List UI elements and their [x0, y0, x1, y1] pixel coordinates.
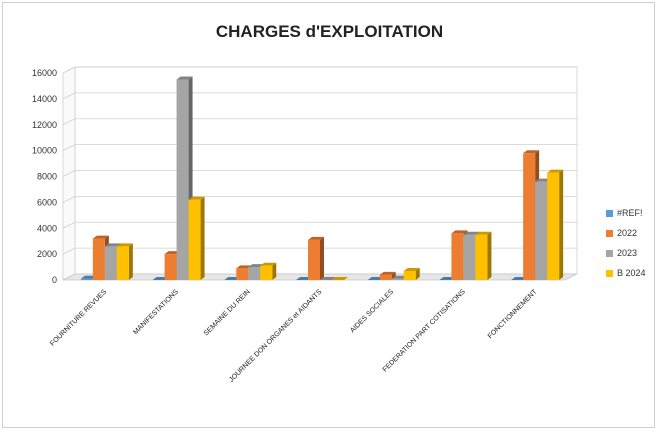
legend-item: 2023	[606, 243, 646, 263]
legend-item: #REF!	[606, 203, 646, 223]
bar	[308, 239, 320, 280]
legend-label: 2022	[617, 228, 638, 238]
category-label: FEDERATION PART COTISATIONS	[382, 288, 467, 373]
bar	[116, 246, 129, 280]
y-tick-label: 12000	[32, 120, 57, 130]
legend-swatch	[606, 209, 613, 217]
y-tick-label: 0	[52, 275, 57, 285]
bar-side	[128, 243, 133, 280]
bar	[535, 181, 548, 280]
bar-top	[104, 243, 121, 247]
bar-top	[176, 76, 193, 80]
bar	[104, 246, 117, 280]
bar-top	[463, 231, 480, 235]
y-tick-label: 10000	[32, 146, 57, 156]
gridline	[62, 66, 577, 74]
bar-side	[487, 231, 492, 280]
chart-legend: #REF! 2022 2023 B 2024	[606, 203, 646, 283]
y-tick-label: 6000	[37, 197, 57, 207]
gridline	[62, 221, 577, 229]
bar-top	[475, 231, 492, 235]
bar	[164, 254, 177, 280]
bar	[92, 238, 105, 280]
bar-side	[200, 196, 205, 280]
bar	[403, 270, 416, 280]
gridline	[62, 144, 577, 151]
category-label: FONCTIONNEMENT	[487, 288, 539, 340]
y-tick-label: 16000	[32, 68, 57, 78]
bar	[260, 265, 273, 280]
legend-label: #REF!	[617, 208, 643, 218]
category-label: MANIFESTATIONS	[132, 288, 180, 336]
legend-item: 2022	[606, 223, 646, 243]
legend-label: B 2024	[617, 268, 646, 278]
bar	[379, 274, 392, 280]
bar-top	[451, 230, 468, 234]
bar-side	[559, 169, 564, 280]
bar	[176, 79, 189, 280]
y-tick-label: 4000	[37, 223, 57, 233]
gridline	[62, 118, 577, 126]
bar	[523, 153, 536, 280]
bar-side	[320, 236, 324, 280]
bar	[248, 267, 261, 280]
bar	[463, 234, 476, 280]
y-tick-label: 2000	[37, 249, 57, 259]
legend-swatch	[606, 269, 613, 277]
bar-top	[188, 196, 205, 200]
bar-top	[260, 262, 277, 266]
bar	[475, 234, 488, 280]
bar-top	[92, 235, 109, 239]
bar-top	[332, 277, 348, 280]
bar	[80, 278, 93, 280]
y-tick-label: 8000	[37, 172, 57, 182]
bar-top	[547, 169, 564, 173]
legend-item: B 2024	[606, 263, 646, 283]
bar	[451, 233, 464, 280]
category-label: FOURNITURE REVUES	[49, 288, 108, 347]
legend-swatch	[606, 229, 613, 237]
bar	[188, 199, 201, 280]
bar-top	[308, 236, 324, 240]
gridline	[62, 92, 577, 100]
bar	[236, 268, 249, 280]
bar-top	[379, 271, 396, 275]
category-label: AIDES SOCIALES	[349, 288, 395, 334]
bar-top	[523, 150, 540, 154]
bar	[547, 172, 560, 280]
legend-swatch	[606, 249, 613, 257]
bar-side	[272, 262, 277, 280]
chart-title: CHARGES d'EXPLOITATION	[215, 22, 444, 41]
bar-top	[116, 243, 133, 247]
bar-side	[415, 267, 420, 280]
bar	[391, 278, 404, 280]
category-label: SEMAINE DU REIN	[203, 288, 252, 337]
bar-top	[320, 277, 336, 280]
bar-top	[403, 267, 420, 271]
gridline	[62, 195, 577, 203]
y-tick-label: 14000	[32, 94, 57, 104]
gridline	[62, 170, 577, 177]
legend-label: 2023	[617, 248, 638, 258]
gridline	[62, 247, 577, 255]
